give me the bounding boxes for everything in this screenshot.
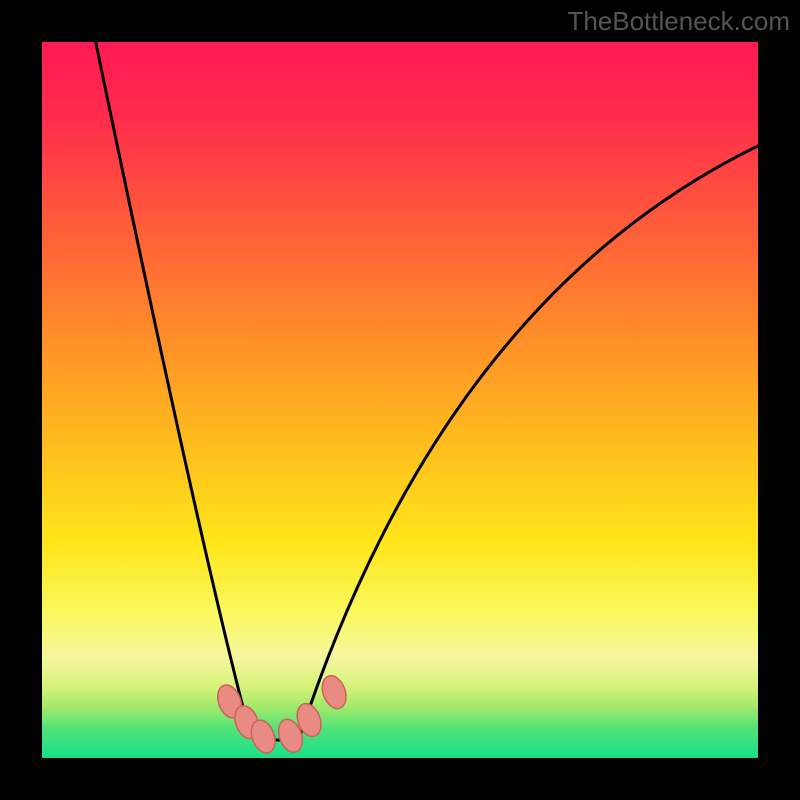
bottleneck-plot [42, 42, 758, 758]
stage: TheBottleneck.com [0, 0, 800, 800]
watermark-text: TheBottleneck.com [567, 6, 790, 37]
gradient-background [42, 42, 758, 758]
